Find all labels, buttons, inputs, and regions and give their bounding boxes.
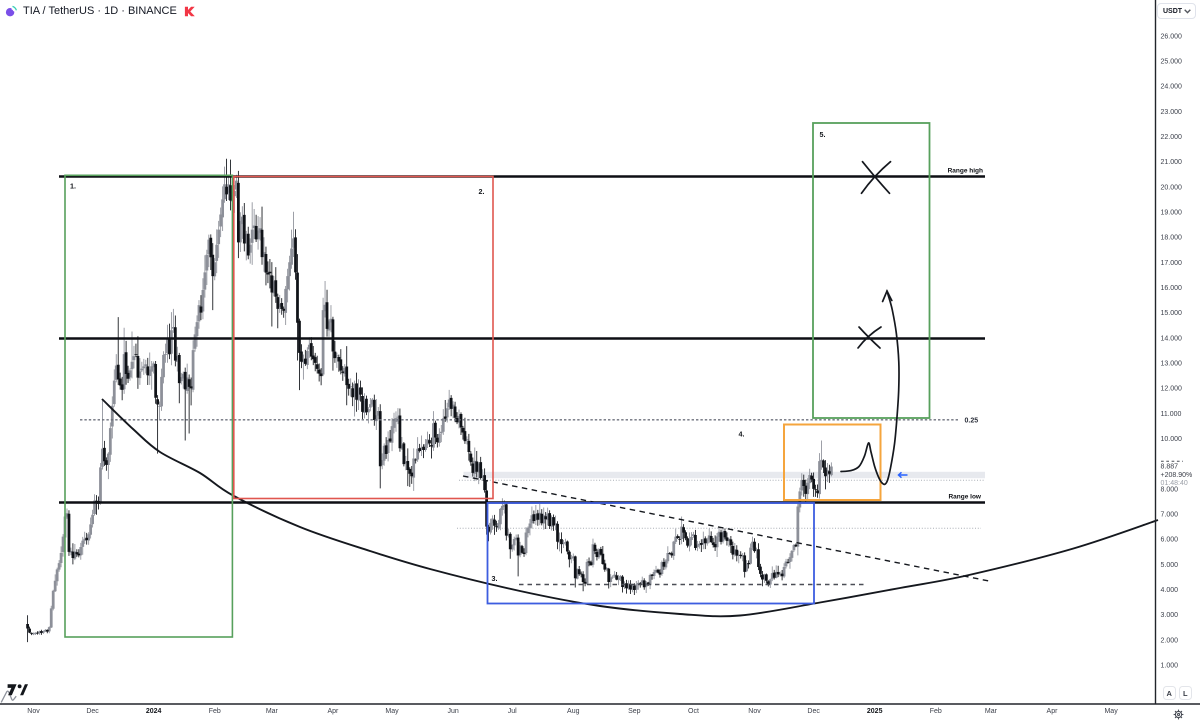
currency-label: USDT: [1163, 7, 1183, 15]
price-axis[interactable]: 1.000 2.000 3.000 4.000 5.000 6.000 7.000 8.000…: [1161, 33, 1183, 669]
phase-box-1-label: 1.: [70, 182, 76, 191]
phase-box-4[interactable]: [783, 423, 882, 501]
range-low-label: Range low: [948, 494, 981, 501]
rejection-x-mark-1[interactable]: [860, 160, 892, 195]
price-tick-label: 23.000: [1161, 109, 1183, 116]
time-tick-label: Nov: [27, 708, 40, 715]
red-flag-icon: [184, 6, 195, 17]
currency-selector[interactable]: USDT: [1157, 3, 1196, 19]
price-tick-label: 17.000: [1161, 260, 1183, 267]
phase-box-1[interactable]: [64, 174, 234, 638]
projection-arrow-path[interactable]: [840, 290, 900, 486]
bar-countdown-label: 01:48:40: [1161, 480, 1188, 487]
time-tick-label: Apr: [1047, 708, 1059, 715]
current-level-arrow[interactable]: [897, 471, 908, 479]
x-stroke: [861, 160, 891, 195]
price-tick-label: 21.000: [1161, 159, 1183, 166]
price-tick-label: 5.000: [1161, 562, 1179, 569]
last-price-axis-group: 8.887+208.90%01:48:40: [1161, 460, 1193, 487]
arrow-head: [897, 471, 903, 479]
time-tick-label: Nov: [748, 708, 761, 715]
chevron-down-icon: [1184, 8, 1191, 14]
phase-box-3-label: 3.: [492, 574, 498, 583]
auto-scale-button[interactable]: A: [1162, 686, 1176, 700]
time-tick-label: 2025: [867, 708, 883, 715]
symbol-title[interactable]: TIA / TetherUS · 1D · BINANCE: [23, 5, 177, 17]
time-axis[interactable]: Nov Dec 2024 Feb Mar Apr May Jun Jul Aug Sep Oct Nov…: [27, 708, 1118, 715]
up-wicks: [33, 166, 832, 636]
price-tick-label: 13.000: [1161, 360, 1183, 367]
price-tick-label: 24.000: [1161, 84, 1183, 91]
price-tick-label: 6.000: [1161, 537, 1179, 544]
price-tick-label: 2.000: [1161, 637, 1179, 644]
log-scale-button[interactable]: L: [1178, 686, 1192, 700]
price-tick-label: 15.000: [1161, 310, 1183, 317]
price-tick-label: 18.000: [1161, 235, 1183, 242]
price-tick-label: 8.000: [1161, 486, 1179, 493]
price-tick-label: 3.000: [1161, 612, 1179, 619]
time-tick-label: Jul: [508, 708, 517, 715]
phase-box-4-label: 4.: [739, 430, 745, 439]
price-tick-label: 4.000: [1161, 587, 1179, 594]
time-tick-label: Oct: [688, 708, 699, 715]
time-tick-label: Sep: [628, 708, 641, 715]
time-tick-label: Dec: [807, 708, 820, 715]
rejection-x-mark-2[interactable]: [857, 326, 882, 349]
phase-box-2[interactable]: [233, 175, 494, 500]
up-bodies: [32, 180, 833, 635]
time-tick-label: Apr: [327, 708, 339, 715]
price-tick-label: 26.000: [1161, 33, 1183, 40]
down-wicks: [27, 158, 830, 643]
tradingview-logo-icon[interactable]: [0, 678, 34, 711]
price-tick-label: 22.000: [1161, 134, 1183, 141]
price-tick-label: 12.000: [1161, 386, 1183, 393]
projection-arrow-head: [881, 288, 893, 303]
x-stroke: [858, 326, 881, 349]
price-tick-label: 20.000: [1161, 184, 1183, 191]
supply-zone-band: [463, 471, 985, 479]
celestia-logo-icon: [5, 5, 18, 16]
price-tick-label: 14.000: [1161, 335, 1183, 342]
range-high-label: Range high: [948, 168, 983, 175]
phase-box-5[interactable]: [812, 122, 931, 419]
time-tick-label: Feb: [209, 708, 221, 715]
price-tick-label: 1.000: [1161, 663, 1179, 670]
price-tick-label: 7.000: [1161, 512, 1179, 519]
time-tick-label: May: [385, 708, 399, 715]
time-tick-label: 2024: [146, 708, 162, 715]
time-tick-label: Feb: [930, 708, 942, 715]
time-tick-label: Mar: [266, 708, 279, 715]
time-tick-label: May: [1104, 708, 1118, 715]
phase-box-3[interactable]: [486, 502, 815, 605]
gear-icon[interactable]: [1173, 707, 1184, 721]
price-tick-label: 10.000: [1161, 436, 1183, 443]
price-tick-label: 19.000: [1161, 209, 1183, 216]
rounding-bottom-curve[interactable]: [101, 398, 1159, 618]
down-bodies: [26, 182, 831, 634]
price-change-label: +208.90%: [1161, 472, 1193, 479]
time-tick-label: Jun: [447, 708, 458, 715]
time-tick-label: Dec: [86, 708, 99, 715]
last-price-label: 8.887: [1161, 464, 1179, 471]
time-tick-label: Mar: [985, 708, 998, 715]
fib-level-label: 0.25: [965, 418, 979, 425]
price-tick-label: 25.000: [1161, 58, 1183, 65]
time-tick-label: Aug: [567, 708, 580, 715]
price-tick-label: 11.000: [1161, 411, 1182, 418]
axis-mode-buttons: A L: [1162, 686, 1192, 700]
phase-box-5-label: 5.: [820, 130, 826, 139]
price-tick-label: 16.000: [1161, 285, 1183, 292]
phase-box-2-label: 2.: [479, 187, 485, 196]
chart-header: TIA / TetherUS · 1D · BINANCE: [4, 2, 195, 20]
